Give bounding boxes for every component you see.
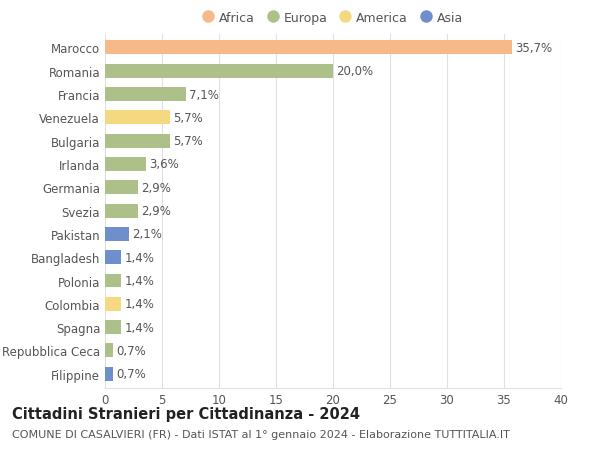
Text: 0,7%: 0,7% [116,344,146,357]
Bar [105,274,121,288]
Text: 1,4%: 1,4% [124,274,154,287]
Bar [105,157,146,172]
Bar [105,320,121,334]
Bar [105,251,121,265]
Bar [105,88,186,102]
Bar [105,344,113,358]
Text: 2,9%: 2,9% [142,181,172,194]
Bar [105,204,138,218]
Text: 3,6%: 3,6% [149,158,179,171]
Bar [105,65,333,78]
Text: 5,7%: 5,7% [173,135,203,148]
Bar [105,134,170,148]
Text: Cittadini Stranieri per Cittadinanza - 2024: Cittadini Stranieri per Cittadinanza - 2… [12,406,360,421]
Text: 7,1%: 7,1% [190,89,219,101]
Text: COMUNE DI CASALVIERI (FR) - Dati ISTAT al 1° gennaio 2024 - Elaborazione TUTTITA: COMUNE DI CASALVIERI (FR) - Dati ISTAT a… [12,429,510,439]
Bar [105,367,113,381]
Text: 1,4%: 1,4% [124,321,154,334]
Text: 35,7%: 35,7% [515,42,553,55]
Bar [105,181,138,195]
Text: 1,4%: 1,4% [124,251,154,264]
Bar [105,227,129,241]
Bar [105,41,512,56]
Legend: Africa, Europa, America, Asia: Africa, Europa, America, Asia [203,11,463,25]
Text: 5,7%: 5,7% [173,112,203,124]
Text: 0,7%: 0,7% [116,367,146,381]
Bar [105,297,121,311]
Text: 2,1%: 2,1% [133,228,162,241]
Text: 2,9%: 2,9% [142,205,172,218]
Text: 20,0%: 20,0% [337,65,374,78]
Text: 1,4%: 1,4% [124,298,154,311]
Bar [105,111,170,125]
